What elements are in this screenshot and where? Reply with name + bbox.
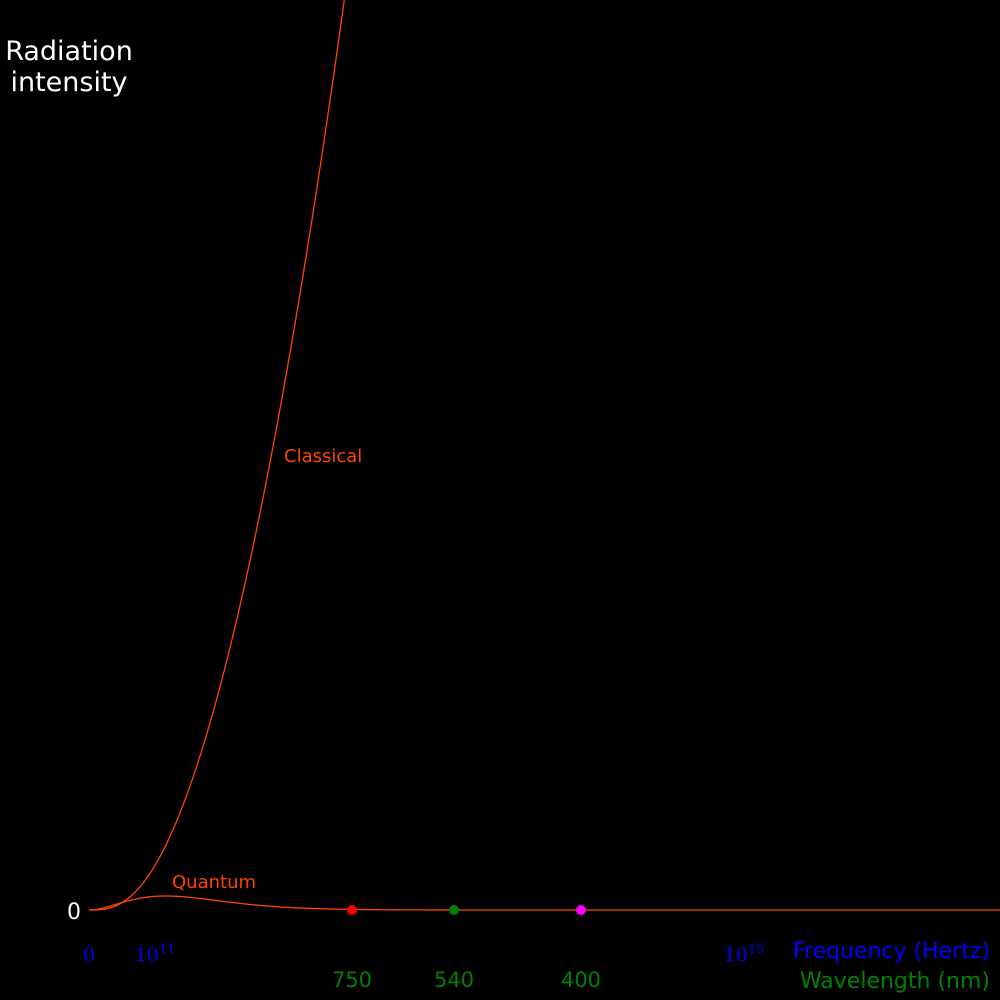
wavelength-marker-400 (576, 905, 586, 915)
frequency-tick-0: 0 (83, 944, 95, 966)
wavelength-axis-label: Wavelength (nm) (800, 969, 990, 994)
wavelength-tick-750: 750 (332, 968, 372, 992)
y-zero-label: 0 (67, 900, 81, 925)
y-axis-label: Radiation intensity (5, 36, 133, 98)
frequency-axis-label: Frequency (Hertz) (793, 939, 990, 964)
frequency-tick-2: 1015 (724, 942, 765, 966)
wavelength-tick-400: 400 (561, 968, 601, 992)
labels-layer: Classical Quantum Radiation intensity 0 750 54… (5, 36, 990, 994)
wavelength-marker-750 (347, 905, 357, 915)
wavelength-marker-540 (449, 905, 459, 915)
markers-layer (347, 905, 586, 915)
curves-layer (88, 0, 1000, 911)
frequency-tick-1: 1011 (135, 942, 176, 966)
quantum-curve (88, 895, 1000, 911)
classical-curve (89, 0, 345, 911)
series-label-classical: Classical (284, 446, 362, 467)
wavelength-tick-540: 540 (434, 968, 474, 992)
series-label-quantum: Quantum (172, 872, 256, 893)
